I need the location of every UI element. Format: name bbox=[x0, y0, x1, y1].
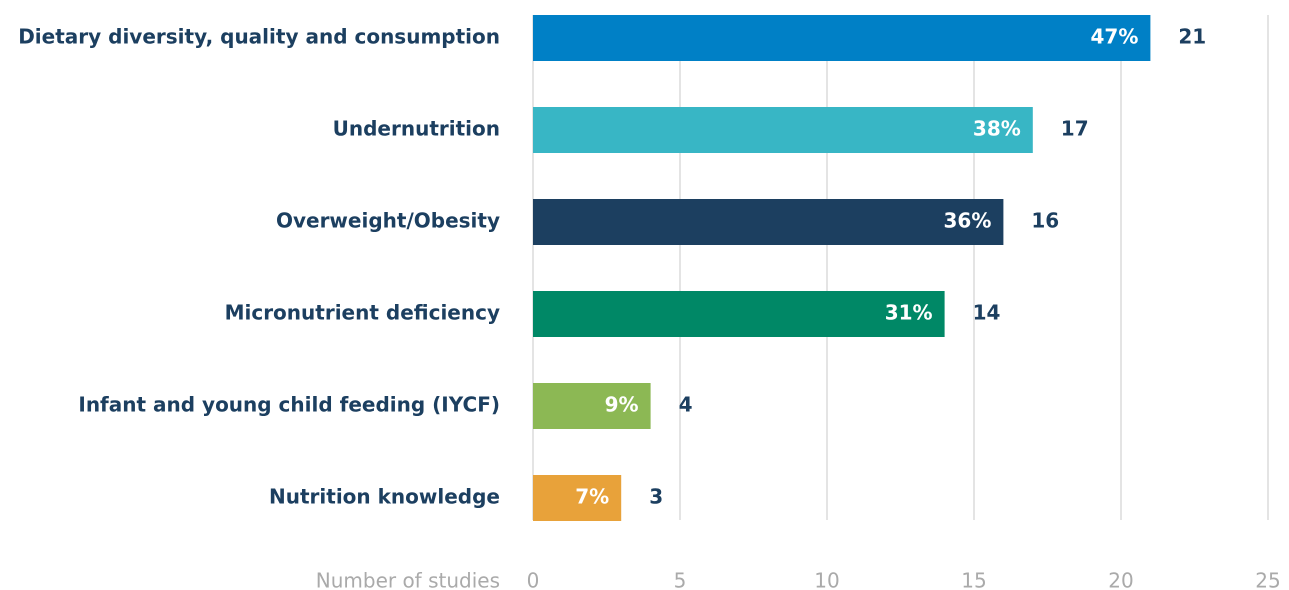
category-label: Infant and young child feeding (IYCF) bbox=[78, 393, 500, 417]
bar bbox=[533, 291, 945, 337]
x-tick-label: 25 bbox=[1255, 569, 1280, 590]
bar bbox=[533, 15, 1151, 61]
x-axis-label: Number of studies bbox=[316, 569, 500, 590]
bar bbox=[533, 475, 622, 521]
value-label: 21 bbox=[1178, 25, 1206, 49]
percent-label: 47% bbox=[1091, 25, 1139, 49]
category-label: Micronutrient deficiency bbox=[225, 301, 500, 325]
bar bbox=[533, 107, 1033, 153]
x-tick-label: 5 bbox=[674, 569, 687, 590]
value-label: 4 bbox=[679, 393, 693, 417]
percent-label: 7% bbox=[575, 485, 609, 509]
percent-label: 31% bbox=[885, 301, 933, 325]
percent-label: 36% bbox=[944, 209, 992, 233]
x-tick-label: 10 bbox=[814, 569, 839, 590]
bar bbox=[533, 383, 651, 429]
bar bbox=[533, 199, 1004, 245]
category-label: Dietary diversity, quality and consumpti… bbox=[18, 25, 500, 49]
value-label: 3 bbox=[649, 485, 663, 509]
category-label: Undernutrition bbox=[333, 117, 500, 141]
percent-label: 38% bbox=[973, 117, 1021, 141]
x-tick-label: 20 bbox=[1108, 569, 1133, 590]
category-label: Nutrition knowledge bbox=[269, 485, 500, 509]
x-tick-label: 0 bbox=[527, 569, 540, 590]
value-label: 16 bbox=[1031, 209, 1059, 233]
x-tick-label: 15 bbox=[961, 569, 986, 590]
value-label: 17 bbox=[1061, 117, 1089, 141]
category-label: Overweight/Obesity bbox=[276, 209, 500, 233]
percent-label: 9% bbox=[605, 393, 639, 417]
value-label: 14 bbox=[973, 301, 1001, 325]
